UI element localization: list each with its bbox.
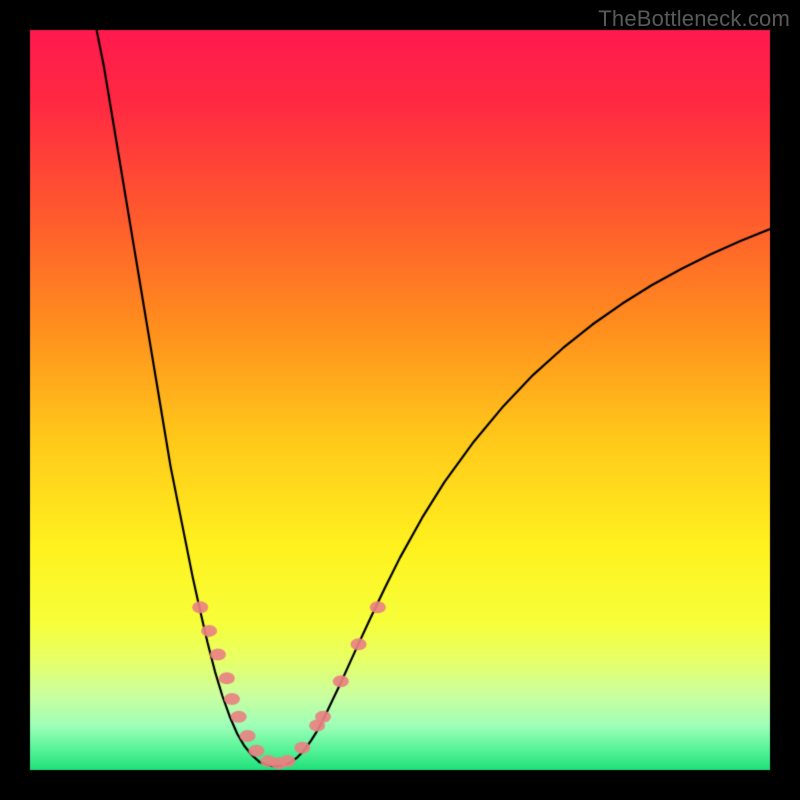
bottleneck-chart-canvas	[0, 0, 800, 800]
figure-root: TheBottleneck.com	[0, 0, 800, 800]
watermark-text: TheBottleneck.com	[598, 6, 790, 32]
